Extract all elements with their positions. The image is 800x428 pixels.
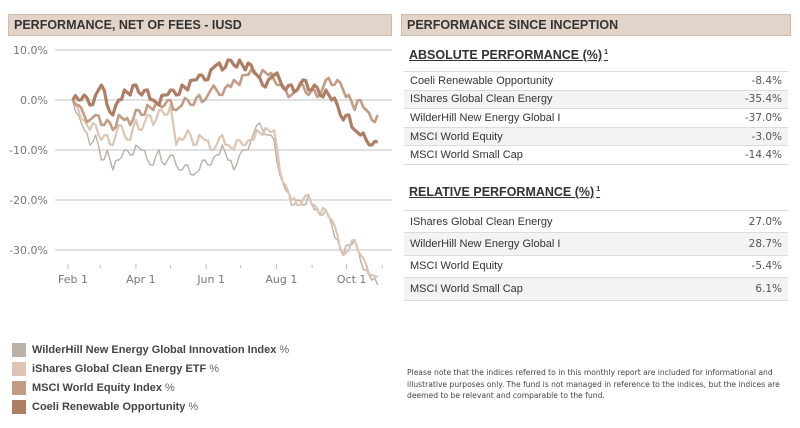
x-tick-label: Aug 1 (265, 273, 297, 286)
series-line-3[interactable] (71, 58, 379, 147)
y-tick-label: -10.0% (9, 144, 48, 157)
row-name: WilderHill New Energy Global I (410, 238, 561, 251)
performance-line-chart: 10.0% 0.0% -10.0% -20.0% -30.0% Feb 1 Apr 1 Jun… (9, 44, 392, 286)
row-name: MSCI World Equity (410, 130, 503, 143)
row-value: -3.0% (751, 130, 782, 143)
footnote-mark: 1 (596, 185, 601, 193)
inception-title: PERFORMANCE SINCE INCEPTION (407, 18, 619, 32)
y-tick-label: -20.0% (9, 194, 48, 207)
row-name: MSCI World Small Cap (410, 282, 523, 295)
footnote-mark: 1 (604, 48, 608, 56)
row-name: IShares Global Clean Energy (410, 93, 553, 106)
row-name: MSCI World Small Cap (410, 149, 523, 162)
legend-swatch-coeli (12, 399, 26, 414)
relative-performance-label: RELATIVE PERFORMANCE (%) (409, 185, 595, 199)
chart-legend: WilderHill New Energy Global Innovation … (12, 340, 289, 416)
x-tick-label: Jun 1 (196, 273, 225, 286)
row-value: 27.0% (748, 215, 782, 228)
y-tick-label: 10.0% (13, 44, 48, 57)
absolute-performance-table: Coeli Renewable Opportunity -8.4% IShares… (404, 71, 788, 165)
absolute-performance-label: ABSOLUTE PERFORMANCE (%) (409, 48, 603, 62)
row-name: MSCI World Equity (410, 260, 503, 273)
row-value: 6.1% (755, 282, 782, 295)
relative-performance-title: RELATIVE PERFORMANCE (%) 1 (409, 185, 600, 199)
y-tick-label: 0.0% (20, 94, 48, 107)
legend-suffix: % (164, 381, 175, 394)
legend-item-ishares[interactable]: iShares Global Clean Energy ETF % (12, 359, 289, 378)
table-row: WilderHill New Energy Global I 28.7% (404, 232, 788, 256)
legend-suffix: % (188, 400, 199, 413)
row-value: -5.4% (751, 260, 782, 273)
performance-chart-title: PERFORMANCE, NET OF FEES - IUSD (14, 18, 242, 32)
legend-label: Coeli Renewable Opportunity (32, 400, 186, 413)
table-row: MSCI World Equity -5.4% (404, 255, 788, 277)
table-row: Coeli Renewable Opportunity -8.4% (404, 71, 788, 91)
table-row: IShares Global Clean Energy -35.4% (404, 90, 788, 109)
table-row: WilderHill New Energy Global I -37.0% (404, 108, 788, 128)
legend-item-wilderhill[interactable]: WilderHill New Energy Global Innovation … (12, 340, 289, 359)
legend-suffix: % (279, 343, 290, 356)
row-value: -35.4% (744, 93, 782, 106)
row-name: IShares Global Clean Energy (410, 215, 553, 228)
row-value: -14.4% (744, 149, 782, 162)
x-tick-label: Feb 1 (58, 273, 88, 286)
legend-item-msci-world[interactable]: MSCI World Equity Index % (12, 378, 289, 397)
absolute-performance-title: ABSOLUTE PERFORMANCE (%) 1 (409, 48, 608, 62)
legend-suffix: % (209, 362, 219, 375)
series-line-1[interactable] (71, 99, 379, 279)
legend-swatch-msci-world (12, 380, 26, 395)
table-row: IShares Global Clean Energy 27.0% (404, 210, 788, 233)
legend-label: MSCI World Equity Index (32, 381, 162, 394)
disclaimer-text: Please note that the indices referred to… (407, 368, 780, 400)
inception-header: PERFORMANCE SINCE INCEPTION (401, 14, 791, 36)
series-line-2[interactable] (71, 68, 379, 132)
table-row: MSCI World Equity -3.0% (404, 127, 788, 146)
y-tick-label: -30.0% (9, 244, 48, 257)
table-row: MSCI World Small Cap -14.4% (404, 145, 788, 165)
row-name: Coeli Renewable Opportunity (410, 74, 554, 87)
table-row: MSCI World Small Cap 6.1% (404, 277, 788, 301)
row-value: -8.4% (751, 74, 782, 87)
row-value: -37.0% (744, 111, 782, 124)
x-tick-label: Oct 1 (337, 273, 367, 286)
legend-item-coeli[interactable]: Coeli Renewable Opportunity % (12, 397, 289, 416)
row-value: 28.7% (748, 238, 782, 251)
legend-swatch-ishares (12, 361, 26, 376)
relative-performance-table: IShares Global Clean Energy 27.0% WilderH… (404, 210, 788, 301)
performance-chart-header: PERFORMANCE, NET OF FEES - IUSD (8, 14, 392, 36)
legend-swatch-wilderhill (12, 342, 26, 357)
legend-label: WilderHill New Energy Global Innovation … (32, 343, 277, 356)
x-tick-label: Apr 1 (126, 273, 156, 286)
legend-label: iShares Global Clean Energy ETF (32, 362, 207, 375)
row-name: WilderHill New Energy Global I (410, 111, 561, 124)
